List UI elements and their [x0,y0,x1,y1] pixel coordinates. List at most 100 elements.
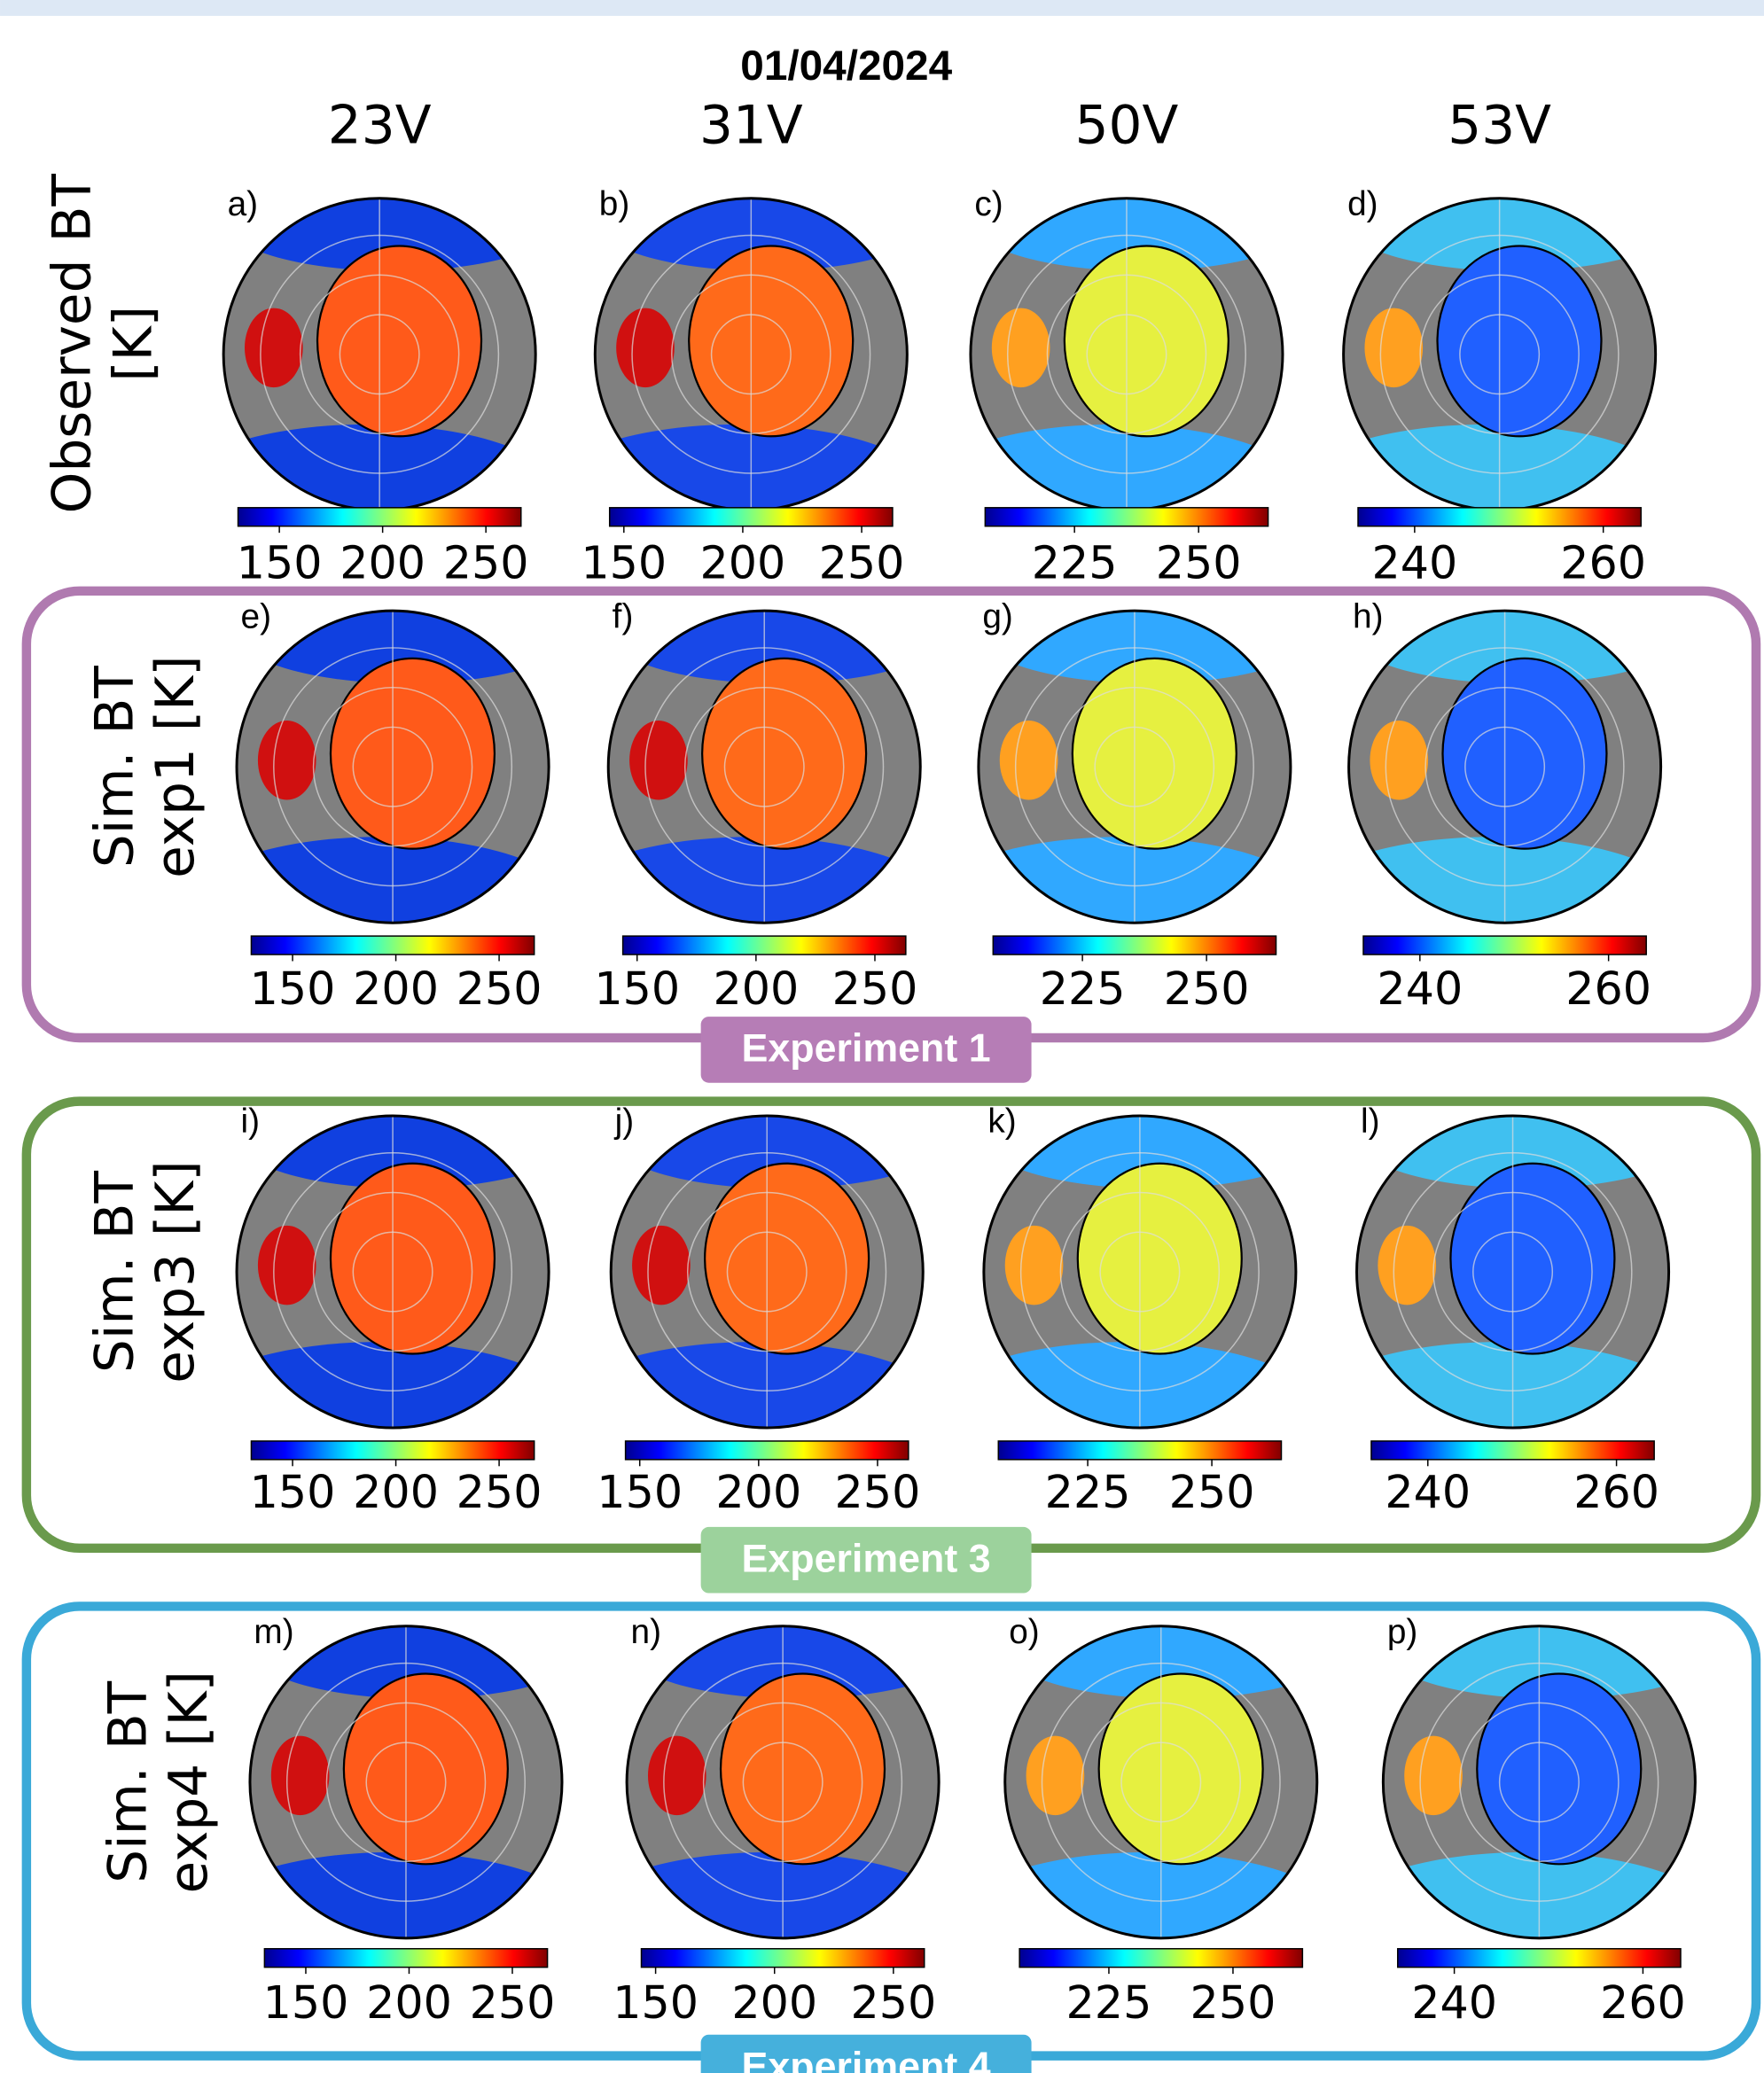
colorbar-tick-label: 250 [850,1976,936,2029]
top-band [0,0,1764,16]
row-label: Sim. BTexp4 [K] [98,1671,220,1893]
colorbar-tick-label: 150 [594,962,680,1015]
colorbar-tick-label: 250 [1156,536,1242,588]
colorbar-tick-label: 200 [700,536,786,588]
colorbar-tick-label: 200 [715,1466,801,1518]
map-greenland [1026,1736,1085,1816]
map-greenland [245,308,303,388]
colorbar-tick-label: 260 [1560,536,1646,588]
colorbar-tick-label: 200 [353,1466,439,1518]
panel-letter: f) [613,597,634,635]
colorbar [626,1441,909,1460]
panel-letter: d) [1347,185,1378,223]
colorbar [993,936,1276,955]
colorbar-tick-label: 250 [1164,962,1250,1015]
colorbar-tick-label: 150 [597,1466,683,1518]
colorbar-tick-label: 200 [353,962,439,1015]
colorbar-tick-label: 225 [1045,1466,1131,1518]
panel-letter: l) [1361,1103,1380,1141]
colorbar [1398,1949,1681,1968]
colorbar-tick-label: 150 [581,536,667,588]
colorbar [998,1441,1281,1460]
row-label-line: Sim. BT [98,1680,159,1882]
column-header: 23V [328,95,432,156]
map-greenland [271,1736,330,1816]
colorbar [238,508,521,526]
column-header: 50V [1075,95,1179,156]
colorbar-tick-label: 250 [457,1466,542,1518]
map-greenland [1370,721,1428,800]
colorbar-tick-label: 250 [832,962,918,1015]
panel-letter: a) [228,185,258,223]
map-greenland [648,1736,706,1816]
map-greenland [616,308,675,388]
map-greenland [258,721,316,800]
colorbar-tick-label: 150 [237,536,323,588]
colorbar-tick-label: 250 [1190,1976,1276,2029]
column-header: 31V [699,95,803,156]
colorbar-tick-label: 225 [1066,1976,1152,2029]
colorbar-tick-label: 150 [263,1976,349,2029]
colorbar-tick-label: 250 [819,536,905,588]
row-label-line: Observed BT [43,174,104,514]
row-label-line: exp1 [K] [145,655,207,877]
colorbar-tick-label: 200 [731,1976,817,2029]
colorbar-tick-label: 200 [713,962,799,1015]
experiment-label: Experiment 4 [742,2044,991,2073]
panel-letter: g) [982,597,1012,635]
colorbar [1363,936,1646,955]
colorbar-tick-label: 150 [250,962,336,1015]
colorbar [251,936,534,955]
colorbar-tick-label: 260 [1565,962,1651,1015]
colorbar-tick-label: 240 [1377,962,1463,1015]
colorbar-tick-label: 250 [443,536,529,588]
map-greenland [1000,721,1058,800]
colorbar-tick-label: 250 [1169,1466,1255,1518]
row-label: Observed BT[K] [43,174,165,514]
colorbar-tick-label: 200 [366,1976,452,2029]
panel-letter: k) [987,1103,1016,1141]
panel-letter: b) [599,185,629,223]
row-label-line: [K] [103,306,164,382]
page: 01/04/2024 23V 31V 50V 53V Observed BT[K] a) 1… [0,0,1764,2073]
colorbar-tick-label: 260 [1573,1466,1659,1518]
panel-letter: j) [614,1103,635,1141]
panel-letter: o) [1009,1613,1039,1651]
panel-letter: e) [241,597,271,635]
colorbar-tick-label: 250 [835,1466,921,1518]
experiment-label: Experiment 3 [742,1537,991,1581]
panel-letter: m) [254,1613,293,1651]
map-greenland [1005,1226,1064,1305]
colorbar-tick-label: 225 [1032,536,1118,588]
map-greenland [629,721,688,800]
colorbar-tick-label: 200 [340,536,425,588]
colorbar [623,936,906,955]
figure: 01/04/2024 23V 31V 50V 53V Observed BT[K] a) 1… [0,0,1764,2073]
column-header: 53V [1448,95,1551,156]
colorbar [1371,1441,1654,1460]
date-title: 01/04/2024 [740,43,952,90]
experiment-label: Experiment 1 [742,1026,991,1071]
colorbar [610,508,893,526]
colorbar-tick-label: 250 [457,962,542,1015]
panel-letter: i) [241,1103,261,1141]
colorbar [1358,508,1641,526]
panel-letter: p) [1387,1613,1417,1651]
colorbar [642,1949,925,1968]
colorbar-tick-label: 150 [613,1976,699,2029]
colorbar-tick-label: 250 [470,1976,556,2029]
colorbar [1019,1949,1302,1968]
row-label-line: Sim. BT [84,666,145,868]
colorbar-tick-label: 225 [1040,962,1126,1015]
colorbar [251,1441,534,1460]
row-label-line: Sim. BT [84,1171,145,1373]
colorbar-tick-label: 260 [1600,1976,1686,2029]
panel-letter: n) [631,1613,661,1651]
map-greenland [258,1226,316,1305]
colorbar-tick-label: 240 [1385,1466,1471,1518]
map-greenland [992,308,1050,388]
row-label-line: exp4 [K] [159,1671,220,1893]
row-label-line: exp3 [K] [145,1160,207,1383]
